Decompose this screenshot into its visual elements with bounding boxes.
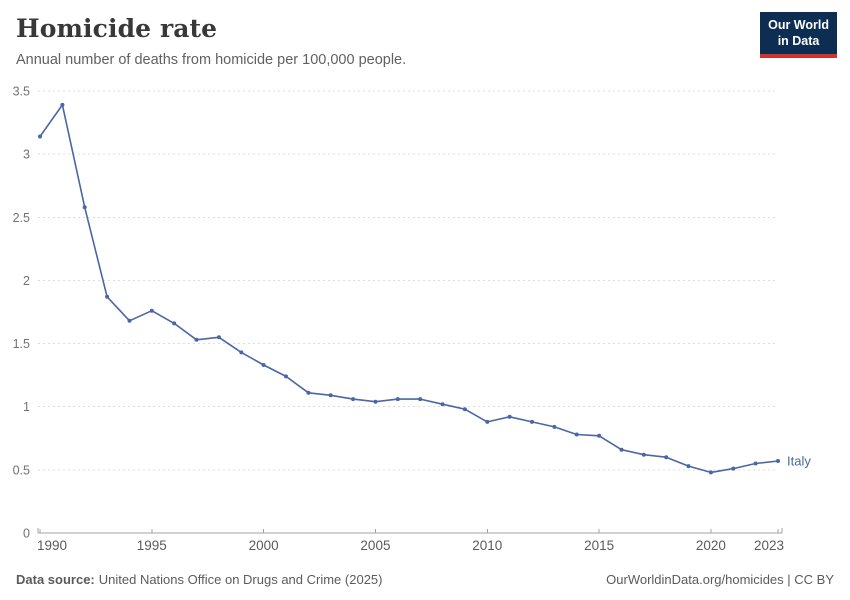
y-axis-tick-label: 0	[23, 527, 30, 541]
owid-logo-line1: Our World	[768, 18, 829, 32]
data-point	[328, 393, 333, 398]
data-point	[261, 363, 266, 367]
page-subtitle: Annual number of deaths from homicide pe…	[16, 52, 407, 68]
y-axis-tick-label: 2.5	[13, 211, 30, 225]
x-axis-tick-label: 2023	[754, 538, 784, 553]
data-point	[82, 205, 87, 210]
data-point	[574, 432, 579, 437]
data-point	[753, 461, 758, 466]
x-axis-tick-label: 1990	[37, 538, 67, 553]
data-point	[686, 464, 691, 469]
data-point	[731, 466, 736, 471]
x-axis-tick-label: 2005	[360, 538, 390, 553]
chart-footer: Data source: United Nations Office on Dru…	[0, 572, 850, 587]
x-axis-tick-label: 2020	[696, 538, 726, 553]
page-title: Homicide rate	[16, 14, 218, 43]
x-axis-tick-label: 2015	[584, 538, 614, 553]
series-line	[39, 104, 779, 474]
data-point	[530, 419, 534, 424]
data-point	[105, 294, 110, 299]
data-point	[351, 397, 356, 402]
footer-credit-link[interactable]: OurWorldinData.org/homicides | CC BY	[606, 572, 834, 587]
data-point	[552, 424, 557, 429]
data-point	[306, 390, 311, 395]
line-chart[interactable]: 0 0.5 1 1.5 2 2.5 3 3.5 1990 1995 2000 2005 2010 2015…	[0, 80, 850, 558]
data-point	[440, 402, 445, 407]
data-point	[239, 350, 244, 355]
data-point	[462, 407, 467, 412]
data-point	[284, 374, 288, 379]
data-point	[664, 455, 669, 460]
data-point	[597, 433, 602, 438]
y-axis-tick-label: 1.5	[13, 337, 30, 351]
data-point	[216, 335, 221, 340]
data-point	[641, 452, 646, 457]
owid-logo-line2: in Data	[777, 34, 820, 49]
data-point	[418, 397, 423, 402]
data-point	[172, 321, 177, 326]
x-axis-tick-label: 2000	[249, 538, 279, 553]
data-point	[507, 414, 512, 419]
x-axis-tick-label: 2010	[472, 538, 502, 553]
owid-logo[interactable]: Our World in Data	[760, 12, 837, 58]
y-axis-tick-label: 3	[23, 148, 30, 162]
data-point	[149, 308, 154, 313]
data-point	[38, 134, 42, 139]
series-label: Italy	[787, 454, 811, 469]
data-point	[619, 447, 624, 452]
data-point	[395, 397, 400, 402]
data-point	[194, 337, 199, 342]
data-source-text: United Nations Office on Drugs and Crime…	[98, 572, 383, 587]
data-point	[373, 399, 378, 404]
chart-header: Homicide rate Annual number of deaths fr…	[16, 14, 750, 70]
y-axis-tick-label: 0.5	[13, 463, 30, 477]
data-point	[485, 419, 490, 424]
data-source-label: Data source:	[16, 572, 95, 587]
data-source: Data source: United Nations Office on Dru…	[16, 572, 382, 587]
y-axis-tick-label: 1	[23, 400, 30, 414]
y-axis-tick-label: 2	[23, 274, 30, 288]
y-axis-tick-label: 3.5	[13, 85, 30, 99]
data-point	[776, 459, 780, 463]
data-point	[60, 102, 65, 107]
data-point	[708, 470, 713, 475]
data-point	[127, 318, 132, 323]
x-axis-tick-label: 1995	[137, 538, 167, 553]
